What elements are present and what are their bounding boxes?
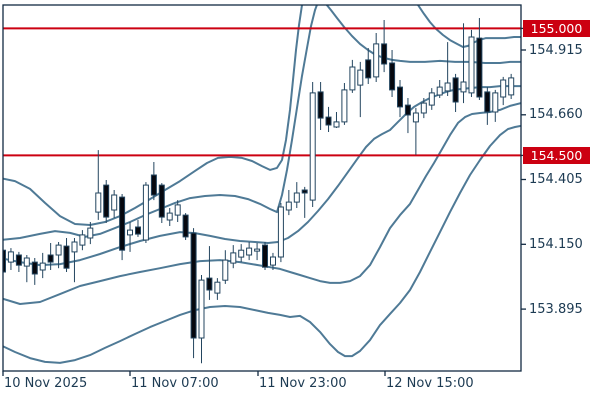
candle-41 bbox=[325, 106, 332, 132]
candle-58 bbox=[460, 23, 467, 104]
lower-outer-band bbox=[3, 124, 521, 364]
candle-55 bbox=[436, 80, 443, 98]
candle-15 bbox=[119, 194, 126, 261]
candle-39 bbox=[309, 82, 316, 207]
candle-44 bbox=[349, 59, 356, 93]
candle-18 bbox=[142, 182, 149, 243]
candle-28 bbox=[222, 250, 229, 284]
price-axis-label: 154.915 bbox=[529, 43, 583, 58]
candle-63 bbox=[500, 76, 507, 106]
candle-64 bbox=[508, 73, 515, 99]
upper-inner-band bbox=[3, 5, 521, 241]
candle-7 bbox=[55, 242, 62, 269]
candle-16 bbox=[127, 222, 133, 252]
candle-53 bbox=[420, 98, 427, 119]
candle-56 bbox=[444, 42, 451, 96]
candle-31 bbox=[246, 242, 253, 261]
candle-12 bbox=[95, 150, 102, 220]
candle-62 bbox=[492, 89, 499, 122]
candle-60 bbox=[476, 18, 483, 100]
candle-29 bbox=[230, 245, 237, 269]
candle-61 bbox=[484, 87, 491, 125]
middle-band bbox=[3, 85, 521, 267]
candle-37 bbox=[293, 182, 300, 208]
candle-32 bbox=[254, 243, 261, 261]
candle-50 bbox=[397, 80, 403, 118]
candle-34 bbox=[270, 252, 276, 270]
price-level-badge: 154.500 bbox=[523, 147, 590, 164]
candle-10 bbox=[79, 230, 86, 251]
candle-3 bbox=[23, 255, 30, 283]
candle-27 bbox=[214, 278, 221, 300]
candle-11 bbox=[87, 222, 94, 245]
candle-17 bbox=[135, 219, 141, 237]
candle-13 bbox=[103, 180, 110, 223]
candle-20 bbox=[158, 183, 165, 223]
lower-inner-band bbox=[3, 102, 521, 305]
candle-8 bbox=[63, 238, 70, 272]
candle-14 bbox=[111, 190, 118, 218]
candle-23 bbox=[182, 213, 189, 240]
candle-26 bbox=[206, 246, 213, 300]
candle-49 bbox=[389, 50, 396, 97]
candle-21 bbox=[166, 208, 173, 226]
price-axis-label: 154.660 bbox=[529, 107, 583, 122]
candle-9 bbox=[71, 238, 78, 283]
candle-4 bbox=[31, 258, 38, 285]
candle-1 bbox=[7, 248, 14, 270]
plot-border bbox=[2, 4, 522, 372]
candle-25 bbox=[198, 275, 205, 364]
candle-47 bbox=[373, 33, 380, 82]
price-level-badge: 155.000 bbox=[523, 20, 590, 37]
candle-51 bbox=[404, 98, 411, 134]
candle-19 bbox=[150, 162, 157, 201]
time-axis-label: 11 Nov 23:00 bbox=[259, 376, 347, 391]
candle-2 bbox=[15, 251, 22, 272]
candle-52 bbox=[412, 107, 419, 155]
candle-35 bbox=[277, 202, 284, 263]
candle-6 bbox=[47, 243, 54, 270]
candle-48 bbox=[381, 20, 388, 73]
candle-33 bbox=[262, 242, 268, 270]
price-axis-label: 153.895 bbox=[529, 302, 583, 317]
price-axis-label: 154.150 bbox=[529, 237, 583, 252]
candle-40 bbox=[317, 82, 324, 130]
candle-57 bbox=[452, 73, 459, 112]
candle-43 bbox=[341, 83, 348, 125]
candle-24 bbox=[190, 228, 197, 359]
candle-38 bbox=[301, 186, 308, 218]
upper-outer-band bbox=[3, 5, 521, 226]
time-axis-label: 11 Nov 07:00 bbox=[131, 376, 219, 391]
candle-45 bbox=[357, 61, 364, 118]
candle-30 bbox=[238, 244, 245, 263]
candle-22 bbox=[174, 200, 181, 222]
time-axis-label: 12 Nov 15:00 bbox=[386, 376, 474, 391]
candle-42 bbox=[333, 112, 340, 128]
candle-36 bbox=[285, 190, 292, 216]
time-axis-label: 10 Nov 2025 bbox=[4, 376, 88, 391]
candle-0 bbox=[3, 247, 6, 279]
candle-46 bbox=[365, 48, 372, 84]
price-axis-label: 154.405 bbox=[529, 172, 583, 187]
candle-59 bbox=[468, 29, 475, 97]
candle-54 bbox=[428, 88, 435, 110]
candle-5 bbox=[39, 252, 46, 279]
